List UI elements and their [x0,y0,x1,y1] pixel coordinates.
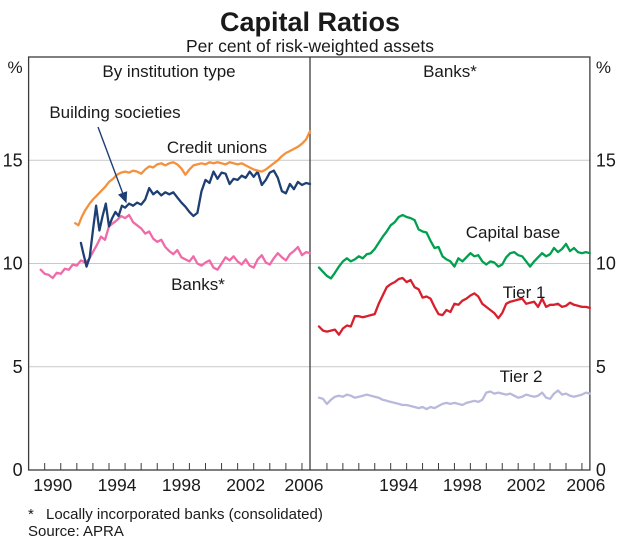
page-title: Capital Ratios [220,7,400,37]
series-capital-base [317,213,592,280]
series-label-tier-2: Tier 2 [500,367,543,386]
x-label-right-2006: 2006 [566,475,605,495]
footnote-marker: * [28,506,34,523]
x-label-right-2002: 2002 [507,475,546,495]
page-subtitle: Per cent of risk-weighted assets [186,36,434,56]
y-label-left-15: 15 [3,150,23,170]
series-label-capital-base: Capital base [466,223,561,242]
x-label-right-1994: 1994 [379,475,418,495]
y-label-left-0: 0 [13,460,23,480]
y-label-left-10: 10 [3,254,23,274]
x-label-left-2002: 2002 [226,475,265,495]
series-tier-2 [317,389,592,411]
y-label-right-15: 15 [596,150,616,170]
x-label-left-1998: 1998 [162,475,201,495]
building-societies-arrow [97,126,128,204]
panel-title-right: Banks* [423,62,477,81]
y-label-left-5: 5 [13,357,23,377]
series-credit-unions [74,130,312,227]
unit-label-left: % [7,58,22,77]
plot-frame [27,56,591,471]
source-text: Source: APRA [28,523,124,540]
series-label-banks: Banks* [171,275,225,294]
footnote-text: Locally incorporated banks (consolidated… [46,506,323,523]
series-building-societies [79,169,312,268]
series-tier-1 [317,276,592,336]
y-label-right-5: 5 [596,357,606,377]
x-label-left-1994: 1994 [98,475,137,495]
x-label-left-1990: 1990 [33,475,72,495]
series-label-building-societies: Building societies [49,103,180,122]
y-label-right-10: 10 [596,254,616,274]
y-label-right-0: 0 [596,460,606,480]
series-label-credit-unions: Credit unions [167,138,267,157]
unit-label-right: % [596,58,611,77]
x-label-left-2006: 2006 [285,475,324,495]
x-label-right-1998: 1998 [443,475,482,495]
panel-title-left: By institution type [102,62,235,81]
series-label-tier-1: Tier 1 [503,283,546,302]
